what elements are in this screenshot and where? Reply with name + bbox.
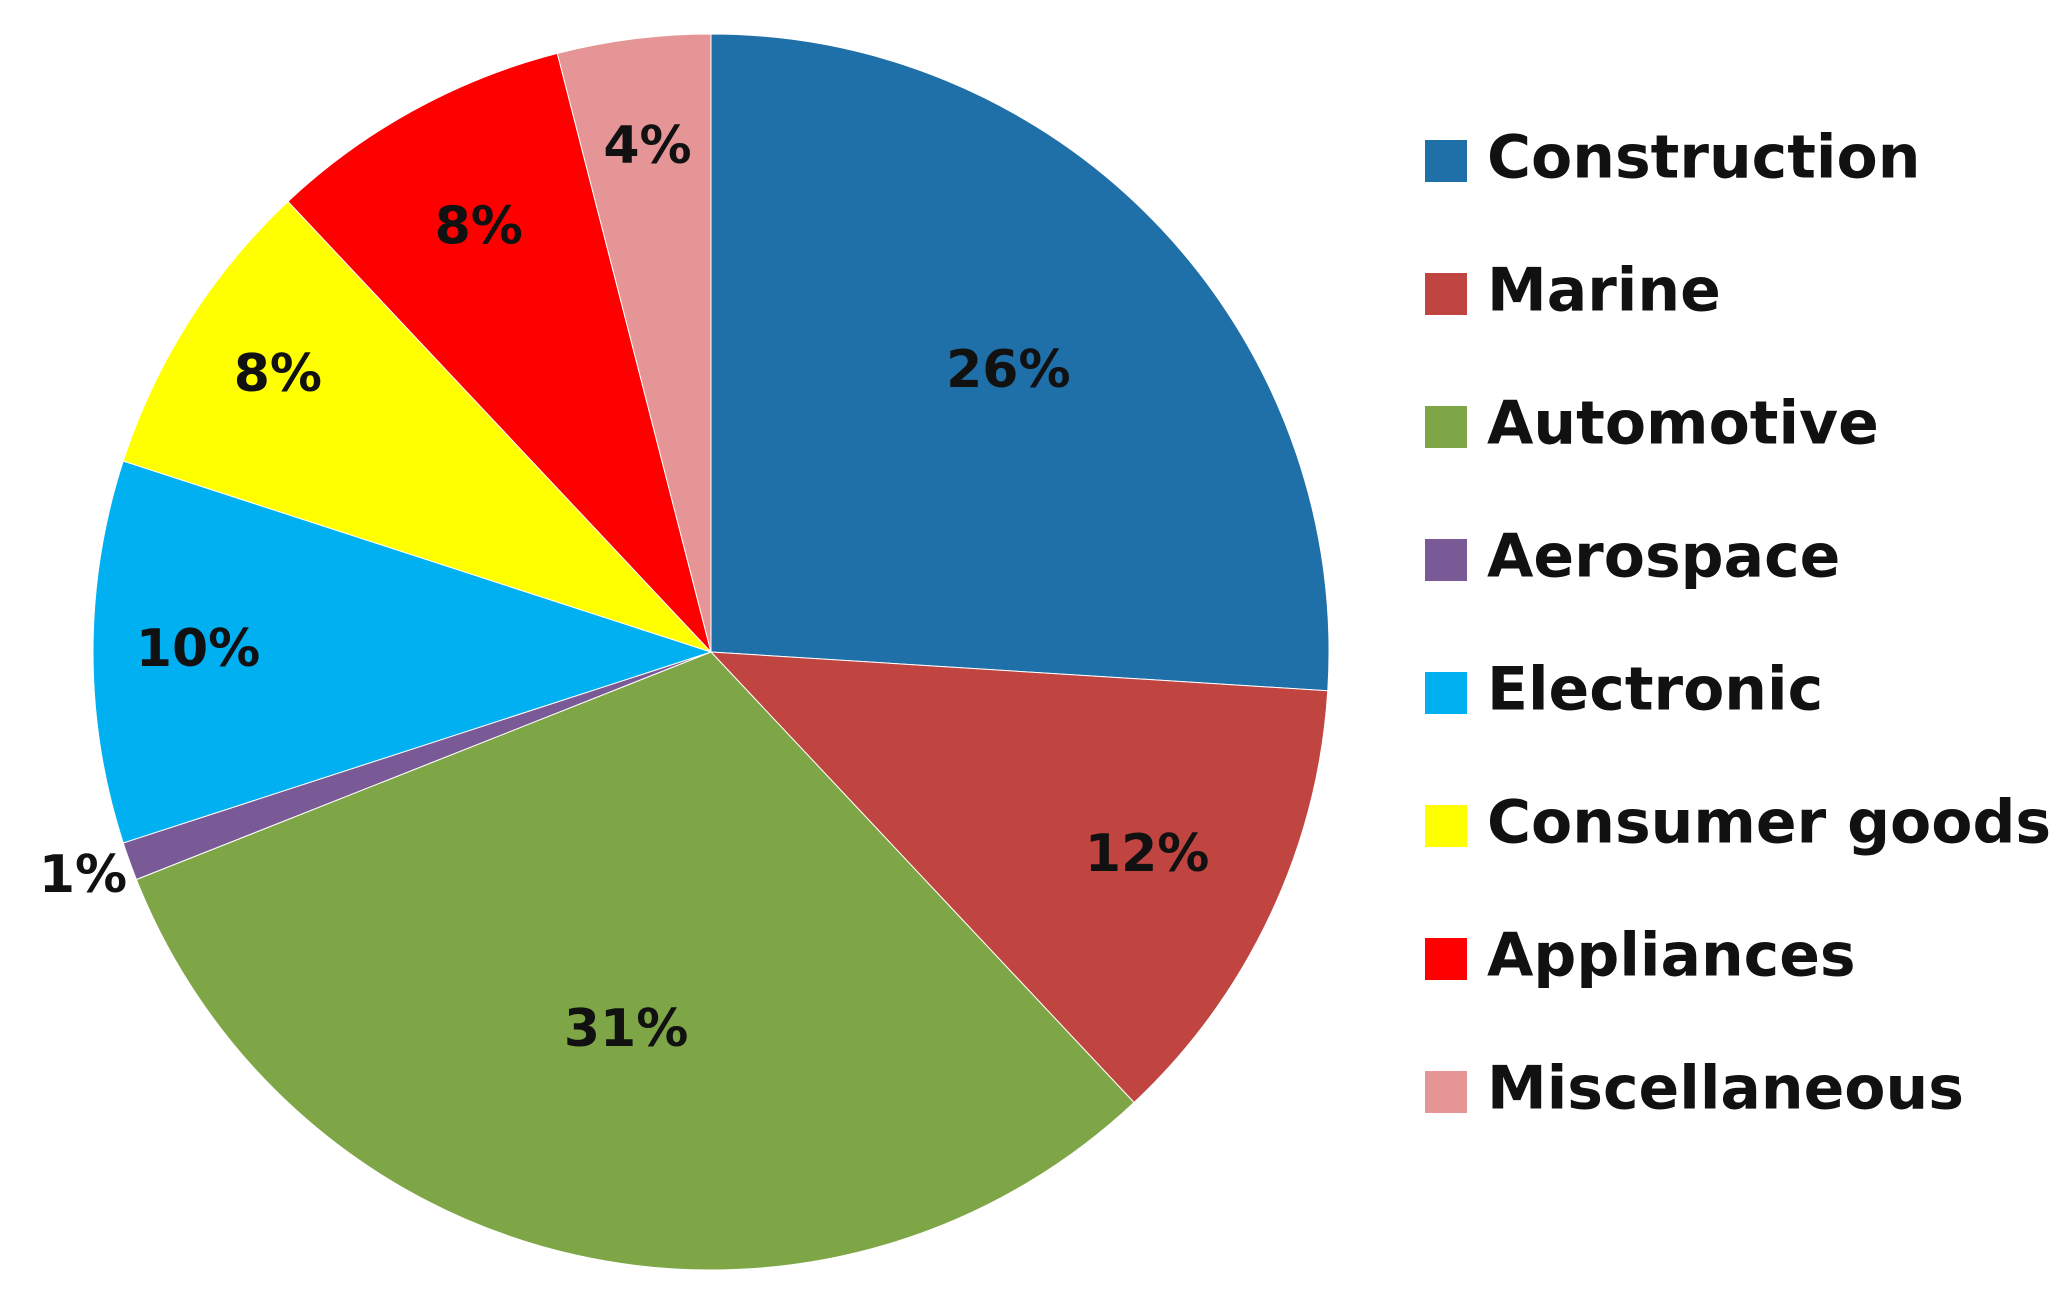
- data-label-electronic: 10%: [136, 619, 260, 679]
- pie-slice-miscellaneous: [556, 33, 712, 653]
- legend-label-appliances: Appliances: [1487, 921, 1856, 991]
- legend-label-consumer-goods: Consumer goods: [1487, 788, 2051, 858]
- pie-slices: [92, 33, 1330, 1271]
- legend-label-aerospace: Aerospace: [1487, 522, 1840, 592]
- legend-label-electronic: Electronic: [1487, 655, 1823, 725]
- legend-item-appliances: Appliances: [1425, 921, 1856, 991]
- legend-swatch-marine: [1425, 273, 1467, 315]
- legend-label-marine: Marine: [1487, 256, 1721, 326]
- data-label-miscellaneous: 4%: [603, 116, 691, 176]
- pie-slice-consumer-goods: [122, 200, 712, 653]
- data-label-aerospace: 1%: [39, 845, 127, 905]
- legend-item-miscellaneous: Miscellaneous: [1425, 1054, 1964, 1124]
- legend-label-automotive: Automotive: [1487, 389, 1879, 459]
- pie-slice-appliances: [287, 52, 712, 653]
- pie-slice-electronic: [92, 460, 713, 844]
- legend-label-miscellaneous: Miscellaneous: [1487, 1054, 1964, 1124]
- legend-swatch-electronic: [1425, 672, 1467, 714]
- data-label-consumer-goods: 8%: [234, 344, 322, 404]
- legend-swatch-miscellaneous: [1425, 1071, 1467, 1113]
- data-label-construction: 26%: [946, 340, 1070, 400]
- legend-item-consumer-goods: Consumer goods: [1425, 788, 2051, 858]
- legend-item-automotive: Automotive: [1425, 389, 1879, 459]
- data-label-automotive: 31%: [564, 999, 688, 1059]
- pie-slice-marine: [709, 651, 1329, 1104]
- legend-swatch-aerospace: [1425, 539, 1467, 581]
- legend-label-construction: Construction: [1487, 123, 1920, 193]
- legend-item-construction: Construction: [1425, 123, 1920, 193]
- data-label-marine: 12%: [1085, 824, 1209, 884]
- pie-slice-construction: [710, 33, 1330, 692]
- pie-slice-automotive: [135, 651, 1135, 1271]
- legend-swatch-appliances: [1425, 938, 1467, 980]
- legend-swatch-consumer-goods: [1425, 805, 1467, 847]
- legend-swatch-construction: [1425, 140, 1467, 182]
- legend-item-marine: Marine: [1425, 256, 1721, 326]
- legend-item-aerospace: Aerospace: [1425, 522, 1840, 592]
- legend: Construction Marine Automotive Aerospace Ele…: [1425, 123, 2051, 1124]
- pie-slice-labels: 26% 12% 31% 1% 10% 8% 8% 4%: [39, 116, 1210, 1059]
- data-label-appliances: 8%: [435, 197, 523, 257]
- legend-item-electronic: Electronic: [1425, 655, 1823, 725]
- legend-swatch-automotive: [1425, 406, 1467, 448]
